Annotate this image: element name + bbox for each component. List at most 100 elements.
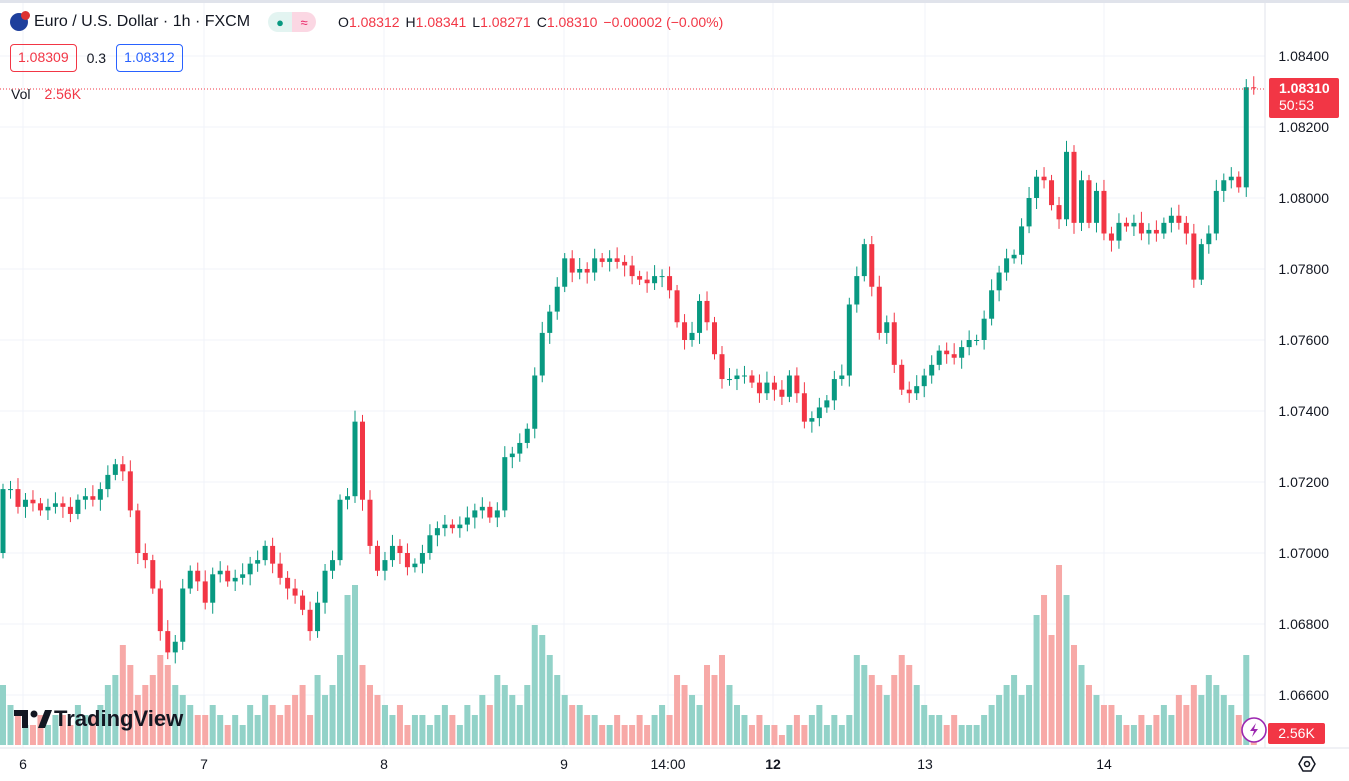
volume-bar [202,715,209,745]
candle-body [599,258,605,262]
candle-body [1131,222,1137,227]
spread: 0.3 [86,50,107,66]
volume-bar [966,725,973,745]
candle-body [816,407,822,419]
candle-body [307,609,313,632]
candle-body [120,464,126,472]
volume-bar [711,675,718,745]
volume-bar [1018,695,1025,745]
candle-body [292,588,298,596]
volume-bar [1205,675,1212,745]
status-pill[interactable]: ● ≈ [268,12,317,32]
candle-body [359,421,365,500]
price-tick: 1.07400 [1278,403,1329,419]
volume-bar [838,725,845,745]
candle-body [809,418,815,422]
candle-body [15,489,21,507]
symbol-legend: Euro / U.S. Dollar · 1h · FXCM ● ≈ O1.083… [10,11,729,32]
volume-bar [426,725,433,745]
candle-body [1161,222,1167,234]
volume-bar [299,685,306,745]
candle-body [839,375,845,380]
volume-bar [1056,565,1063,745]
candle-body [135,510,141,553]
grid [0,0,1265,748]
candle-body [554,286,560,312]
volume-bar [157,655,164,745]
volume-bar [119,645,126,745]
candle-body [801,393,807,422]
volume-bar [52,715,59,745]
candle-body [1206,233,1212,245]
price-tick: 1.07000 [1278,545,1329,561]
volume-bar [217,715,224,745]
candle-body [127,471,133,511]
candle-body [195,570,201,582]
volume-bar [771,725,778,745]
volume-bar [344,595,351,745]
volume-bar [539,635,546,745]
candle-body [180,588,186,642]
candle-body [1198,244,1204,280]
volume-bar [1190,685,1197,745]
volume-bar [59,715,66,745]
candle-body [539,332,545,376]
volume-bar [674,675,681,745]
candle-body [374,545,380,571]
candle-body [1236,176,1242,188]
candle-body [1183,222,1189,234]
volume-bar [411,715,418,745]
volume-bar [1198,695,1205,745]
candle-body [854,276,860,305]
candle-body [652,276,658,284]
candle-body [704,300,710,323]
candle-body [1213,190,1219,234]
candle-body [1168,215,1174,223]
candle-body [1108,233,1114,241]
volume-bar [374,695,381,745]
volume-bar [943,725,950,745]
candle-body [659,276,665,278]
volume-bar [494,675,501,745]
candle-body [1191,233,1197,280]
candle-body [959,347,965,358]
tradingview-logo[interactable]: TradingView [14,706,183,732]
candle-body [202,581,208,603]
sell-button[interactable]: 1.08309 [10,44,77,72]
volume-bar [239,725,246,745]
candle-body [1101,190,1107,234]
volume-bar [1048,635,1055,745]
candle-body [734,375,740,380]
candle-body [876,286,882,333]
ohlc-values: O1.08312 H1.08341 L1.08271 C1.08310 −0.00002… [338,14,724,30]
volume-bar [883,695,890,745]
volume-bar [314,675,321,745]
volume-bar [591,715,598,745]
buy-button[interactable]: 1.08312 [116,44,183,72]
volume-bar [973,725,980,745]
candle-body [929,364,935,376]
volume-bar [1108,705,1115,745]
volume-bar [509,695,516,745]
volume-bar [629,725,636,745]
candle-body [217,570,223,575]
candle-body [697,300,703,333]
candle-body [637,276,643,280]
volume-bar [1130,725,1137,745]
volume-bar [464,705,471,745]
volume-bar [816,705,823,745]
settings-icon[interactable] [1298,756,1316,772]
volume-bar [366,685,373,745]
volume-label: 2.56K [1268,723,1325,744]
time-tick: 9 [560,756,568,772]
candle-body [981,318,987,340]
candle-body [1034,176,1040,198]
candle-body [846,304,852,376]
volume-bar [74,705,81,745]
symbol-title[interactable]: Euro / U.S. Dollar · 1h · FXCM [34,13,251,30]
volume-bar [486,705,493,745]
lightning-icon[interactable] [1241,717,1267,743]
candle-body [884,322,890,333]
volume-bar [666,715,673,745]
